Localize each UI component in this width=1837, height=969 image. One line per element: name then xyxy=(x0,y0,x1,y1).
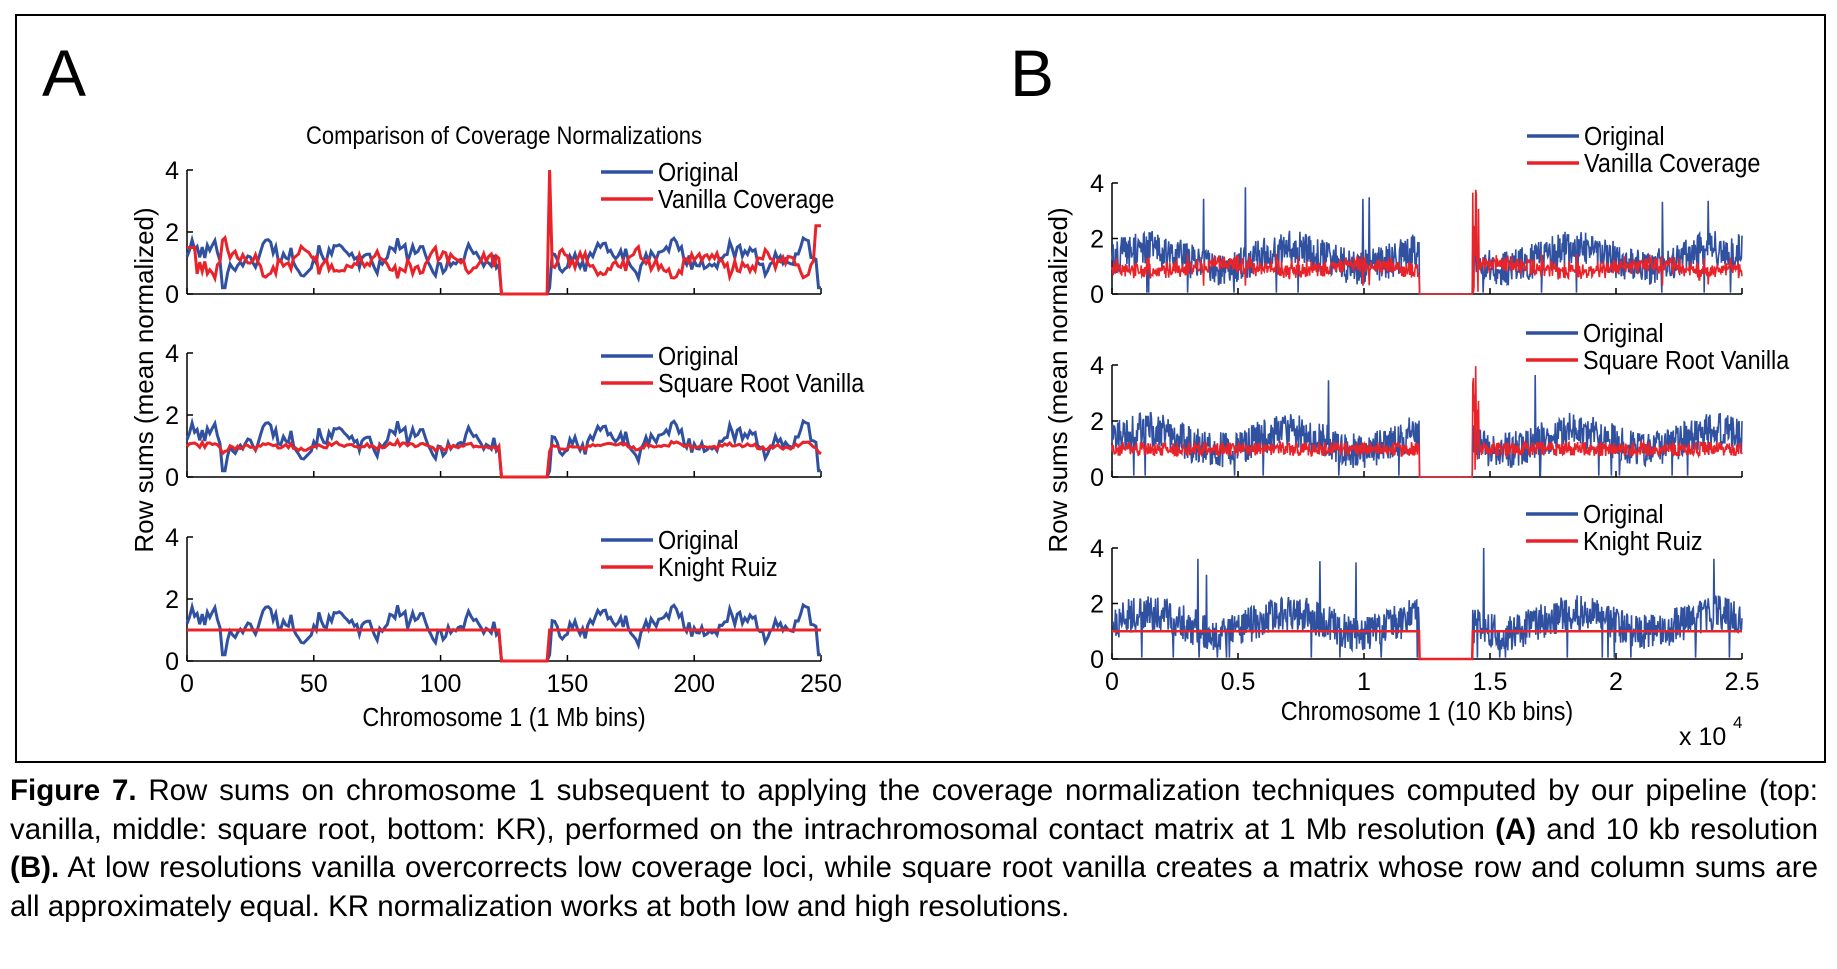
x-tick-label: 2.5 xyxy=(1725,668,1760,696)
x-tick-label: 1 xyxy=(1357,668,1371,696)
legend-entry: Original xyxy=(658,159,739,187)
legend-entry: Original xyxy=(1584,123,1665,151)
caption-ref-a: (A) xyxy=(1495,812,1537,846)
legend-entry: Original xyxy=(658,343,739,371)
series-line-original xyxy=(185,601,821,663)
panel-a-chart: Comparison of Coverage Normalizations 0 2 4… xyxy=(129,122,865,733)
y-tick-label: 2 xyxy=(165,219,179,247)
legend-entry: Square Root Vanilla xyxy=(1583,347,1790,375)
x-tick-label: 50 xyxy=(300,670,328,698)
x-axis-multiplier: x 10 xyxy=(1679,723,1726,751)
legend-entry: Knight Ruiz xyxy=(658,554,778,582)
y-tick-label: 0 xyxy=(1090,281,1104,309)
y-tick-label: 4 xyxy=(165,340,179,368)
panel-b-label: B xyxy=(1010,36,1054,110)
series-line-original xyxy=(185,417,821,479)
caption-text-1: Row sums on chromosome 1 subsequent to a… xyxy=(10,774,1818,846)
caption-ref-b: (B). xyxy=(10,851,60,884)
x-tick-label: 100 xyxy=(420,670,462,698)
series-line-vanilla-coverage xyxy=(1111,189,1743,295)
series-line-original xyxy=(1111,547,1743,660)
series-line-square-root-vanilla xyxy=(185,437,822,479)
y-tick-label: 0 xyxy=(165,281,179,309)
caption-figure-label: Figure 7. xyxy=(10,774,137,807)
y-axis-label: Row sums (mean normalized) xyxy=(129,207,159,552)
y-tick-label: 0 xyxy=(165,648,179,676)
y-tick-label: 0 xyxy=(1090,464,1104,492)
legend-entry: Square Root Vanilla xyxy=(658,370,865,398)
x-tick-label: 0 xyxy=(180,670,194,698)
figure-frame xyxy=(15,14,1826,763)
y-tick-label: 2 xyxy=(1090,408,1104,436)
panel-a-label: A xyxy=(42,36,86,110)
legend-entry: Original xyxy=(1583,320,1664,348)
legend-entry: Vanilla Coverage xyxy=(658,186,834,214)
x-axis-label: Chromosome 1 (1 Mb bins) xyxy=(362,704,645,732)
series-line-original xyxy=(1111,187,1743,295)
y-tick-label: 2 xyxy=(165,402,179,430)
y-tick-label: 0 xyxy=(1090,646,1104,674)
legend-entry: Vanilla Coverage xyxy=(1584,150,1760,178)
series-line-square-root-vanilla xyxy=(1111,366,1743,478)
x-tick-label: 200 xyxy=(673,670,715,698)
x-tick-label: 250 xyxy=(800,670,842,698)
chart-title: Comparison of Coverage Normalizations xyxy=(306,122,702,150)
series-line-original xyxy=(1111,374,1743,478)
series-line-knight-ruiz xyxy=(187,628,821,663)
legend-entry: Original xyxy=(658,527,739,555)
x-tick-label: 0.5 xyxy=(1221,668,1256,696)
series-line-knight-ruiz xyxy=(1112,630,1742,661)
y-tick-label: 2 xyxy=(1090,591,1104,619)
y-tick-label: 0 xyxy=(165,464,179,492)
legend-entry: Knight Ruiz xyxy=(1583,528,1703,556)
y-tick-label: 2 xyxy=(1090,226,1104,254)
x-tick-label: 150 xyxy=(547,670,589,698)
figure-caption: Figure 7. Row sums on chromosome 1 subse… xyxy=(10,772,1818,926)
series-line-vanilla-coverage xyxy=(187,169,821,296)
caption-text-3: At low resolutions vanilla overcorrects … xyxy=(10,851,1818,923)
y-tick-label: 4 xyxy=(1090,535,1104,563)
x-tick-label: 0 xyxy=(1105,668,1119,696)
y-axis-label: Row sums (mean normalized) xyxy=(1043,207,1073,552)
x-axis-label: Chromosome 1 (10 Kb bins) xyxy=(1281,698,1573,726)
caption-text-2: and 10 kb resolution xyxy=(1536,812,1819,846)
x-tick-label: 1.5 xyxy=(1473,668,1508,696)
y-tick-label: 4 xyxy=(165,157,179,185)
y-tick-label: 4 xyxy=(165,524,179,552)
x-tick-label: 2 xyxy=(1609,668,1623,696)
x-axis-multiplier-exponent: 4 xyxy=(1733,713,1742,732)
y-tick-label: 2 xyxy=(165,586,179,614)
y-tick-label: 4 xyxy=(1090,352,1104,380)
legend-entry: Original xyxy=(1583,501,1664,529)
figure-canvas: A B Comparison of Coverage Normalization… xyxy=(42,36,1790,751)
y-tick-label: 4 xyxy=(1090,170,1104,198)
